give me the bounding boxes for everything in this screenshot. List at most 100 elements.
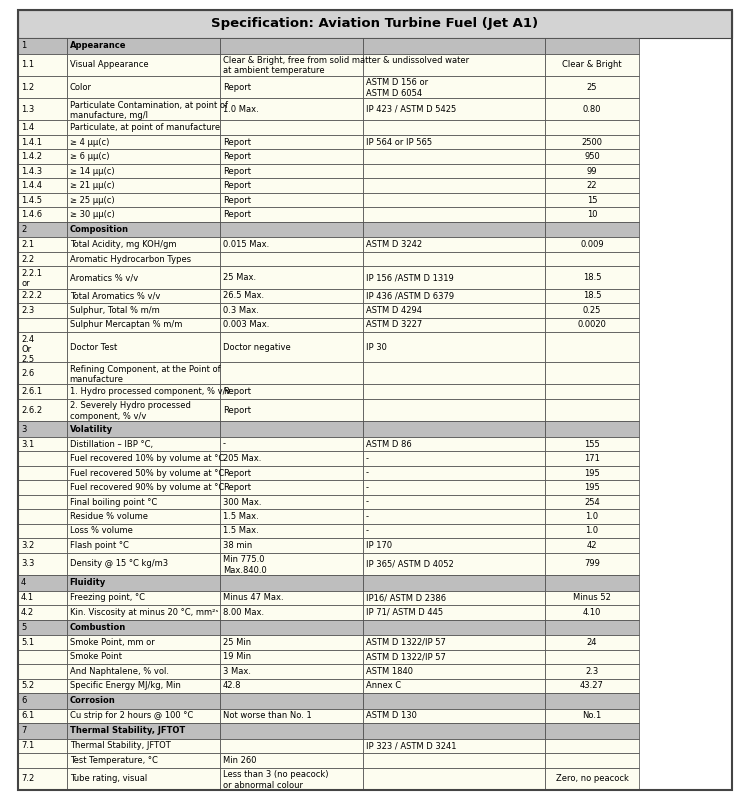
Text: Smoke Point: Smoke Point: [70, 652, 122, 662]
Text: 254: 254: [584, 498, 600, 506]
Bar: [67, 510, 220, 524]
Bar: [220, 207, 363, 222]
Text: 3: 3: [21, 425, 26, 434]
Bar: [545, 524, 639, 538]
Text: IP 170: IP 170: [366, 541, 392, 550]
Text: 7.1: 7.1: [21, 742, 34, 750]
Bar: [18, 266, 67, 289]
Text: IP 423 / ASTM D 5425: IP 423 / ASTM D 5425: [366, 105, 456, 114]
Bar: [67, 738, 220, 754]
Bar: [18, 362, 67, 385]
Bar: [18, 678, 67, 693]
Text: Test Temperature, °C: Test Temperature, °C: [70, 756, 158, 765]
Bar: [18, 135, 67, 150]
Text: 195: 195: [584, 483, 600, 492]
Bar: [545, 738, 639, 754]
Text: Clear & Bright: Clear & Bright: [562, 60, 622, 70]
Text: 18.5: 18.5: [583, 291, 602, 301]
Text: 2.6: 2.6: [21, 369, 34, 378]
Text: Fuel recovered 10% by volume at °C: Fuel recovered 10% by volume at °C: [70, 454, 224, 463]
Bar: [545, 451, 639, 466]
Text: 2.6.2: 2.6.2: [21, 406, 42, 414]
Text: 2.1: 2.1: [21, 240, 34, 249]
Text: Volatility: Volatility: [70, 425, 112, 434]
Text: 3.3: 3.3: [21, 559, 34, 568]
Text: Loss % volume: Loss % volume: [70, 526, 133, 535]
Bar: [67, 480, 220, 494]
Bar: [67, 451, 220, 466]
Text: 4.2: 4.2: [21, 608, 34, 617]
Bar: [18, 164, 67, 178]
Text: Fuel recovered 50% by volume at °C: Fuel recovered 50% by volume at °C: [70, 469, 224, 478]
Bar: [545, 693, 639, 709]
Bar: [18, 768, 67, 790]
Bar: [363, 303, 545, 318]
Bar: [18, 303, 67, 318]
Text: Minus 52: Minus 52: [573, 594, 611, 602]
Bar: [545, 480, 639, 494]
Bar: [67, 164, 220, 178]
Bar: [67, 553, 220, 575]
Text: Corrosion: Corrosion: [70, 696, 116, 706]
Bar: [545, 678, 639, 693]
Bar: [363, 466, 545, 480]
Text: -: -: [366, 498, 369, 506]
Text: 1.5 Max.: 1.5 Max.: [223, 512, 259, 521]
Bar: [220, 451, 363, 466]
Text: 6: 6: [21, 696, 26, 706]
Text: Flash point °C: Flash point °C: [70, 541, 128, 550]
Bar: [67, 150, 220, 164]
Text: 2.6.1: 2.6.1: [21, 387, 42, 396]
Bar: [18, 238, 67, 252]
Text: Density @ 15 °C kg/m3: Density @ 15 °C kg/m3: [70, 559, 168, 568]
Bar: [363, 207, 545, 222]
Bar: [363, 178, 545, 193]
Bar: [545, 303, 639, 318]
Bar: [363, 723, 545, 738]
Text: Fuel recovered 90% by volume at °C: Fuel recovered 90% by volume at °C: [70, 483, 224, 492]
Text: 3.2: 3.2: [21, 541, 34, 550]
Text: 155: 155: [584, 439, 600, 449]
Bar: [220, 635, 363, 650]
Text: 25: 25: [586, 82, 597, 91]
Bar: [363, 38, 545, 54]
Bar: [220, 178, 363, 193]
Bar: [220, 38, 363, 54]
Bar: [545, 399, 639, 422]
Text: Report: Report: [223, 138, 251, 146]
Bar: [545, 754, 639, 768]
Bar: [363, 437, 545, 451]
Text: 0.80: 0.80: [583, 105, 602, 114]
Text: IP 564 or IP 565: IP 564 or IP 565: [366, 138, 432, 146]
Bar: [363, 193, 545, 207]
Text: Thermal Stability, JFTOT: Thermal Stability, JFTOT: [70, 726, 184, 735]
Bar: [545, 635, 639, 650]
Text: 38 min: 38 min: [223, 541, 252, 550]
Bar: [67, 768, 220, 790]
Bar: [18, 754, 67, 768]
Bar: [220, 164, 363, 178]
Bar: [363, 451, 545, 466]
Text: 1.4: 1.4: [21, 123, 34, 132]
Text: Min 775.0
Max.840.0: Min 775.0 Max.840.0: [223, 555, 267, 574]
Bar: [363, 252, 545, 266]
Bar: [545, 605, 639, 619]
Bar: [220, 510, 363, 524]
Bar: [18, 252, 67, 266]
Bar: [545, 222, 639, 238]
Text: IP 323 / ASTM D 3241: IP 323 / ASTM D 3241: [366, 742, 456, 750]
Bar: [363, 605, 545, 619]
Bar: [545, 289, 639, 303]
Text: Tube rating, visual: Tube rating, visual: [70, 774, 147, 783]
Text: 1.4.1: 1.4.1: [21, 138, 42, 146]
Text: Cu strip for 2 hours @ 100 °C: Cu strip for 2 hours @ 100 °C: [70, 711, 193, 721]
Bar: [363, 318, 545, 332]
Bar: [18, 605, 67, 619]
Bar: [18, 451, 67, 466]
Bar: [545, 385, 639, 399]
Bar: [18, 709, 67, 723]
Text: 2.2.1
or: 2.2.1 or: [21, 269, 42, 288]
Text: 950: 950: [584, 152, 600, 161]
Text: 1.4.6: 1.4.6: [21, 210, 42, 219]
Bar: [220, 193, 363, 207]
